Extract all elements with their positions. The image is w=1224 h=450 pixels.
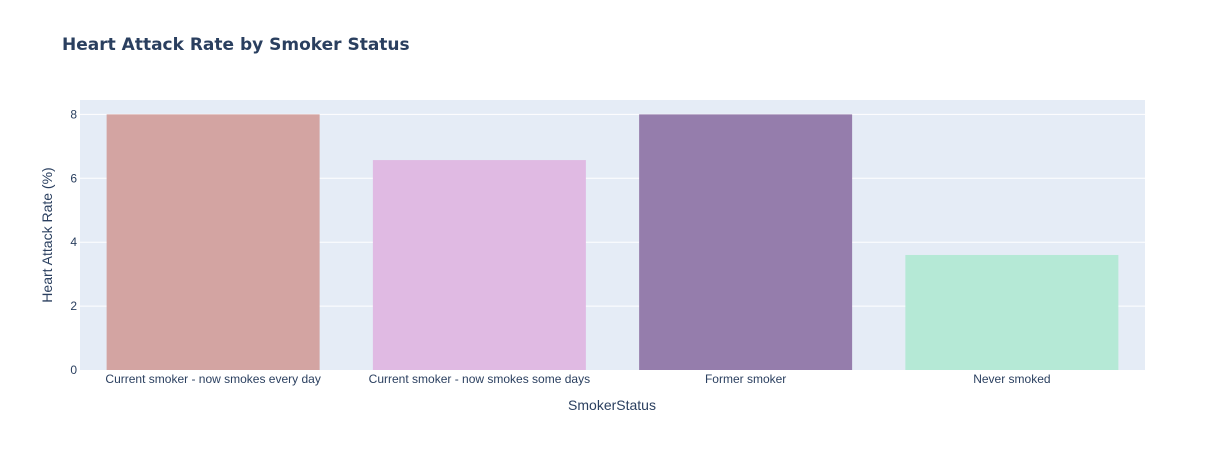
- x-tick-label: Current smoker - now smokes every day: [105, 372, 320, 386]
- y-tick-label: 6: [70, 171, 77, 185]
- x-axis-title: SmokerStatus: [568, 397, 656, 413]
- bar: [639, 114, 853, 371]
- y-tick-label: 0: [70, 363, 77, 377]
- bar: [905, 254, 1119, 370]
- y-axis-ticks: 0 2 4 6 8: [70, 107, 77, 377]
- x-tick-label: Never smoked: [973, 372, 1050, 386]
- y-tick-label: 2: [70, 299, 77, 313]
- bar: [106, 114, 320, 371]
- y-tick-label: 8: [70, 107, 77, 121]
- x-tick-label: Former smoker: [705, 372, 786, 386]
- x-tick-label: Current smoker - now smokes some days: [369, 372, 590, 386]
- y-tick-label: 4: [70, 235, 77, 249]
- x-axis-ticks: Current smoker - now smokes every day Cur…: [105, 372, 1050, 386]
- bars: [106, 114, 1119, 371]
- y-axis-title: Heart Attack Rate (%): [39, 167, 55, 302]
- bar: [372, 160, 586, 370]
- chart-title: Heart Attack Rate by Smoker Status: [62, 35, 410, 55]
